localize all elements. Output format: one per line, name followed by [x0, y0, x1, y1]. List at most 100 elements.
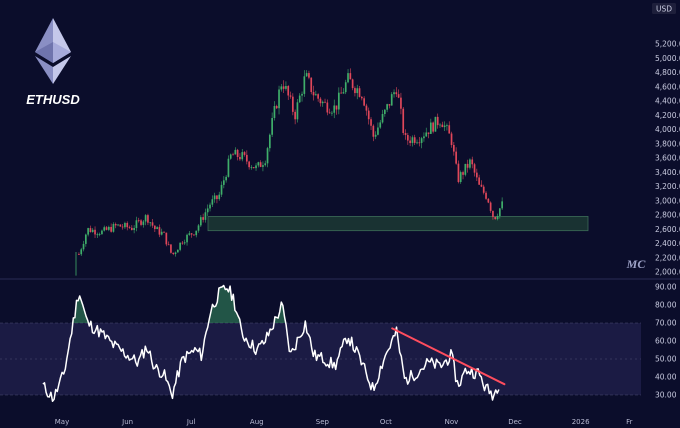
- x-tick-label: Aug: [250, 418, 264, 426]
- candle-body: [117, 224, 119, 226]
- rsi-line: [42, 284, 500, 403]
- candle-body: [186, 234, 188, 243]
- candle-body: [333, 105, 336, 113]
- candle-body: [388, 104, 391, 106]
- candle-body: [163, 231, 165, 233]
- candle-body: [471, 159, 474, 165]
- rsi-tick-label: 40.00: [655, 373, 677, 382]
- candle-body: [190, 233, 193, 235]
- candle-body: [107, 226, 110, 230]
- x-tick-label: Dec: [508, 418, 522, 426]
- candle-body: [406, 135, 409, 141]
- candle-body: [372, 125, 375, 137]
- candle-body: [199, 217, 202, 226]
- candle-body: [310, 77, 313, 93]
- candle-body: [170, 244, 172, 253]
- candle-body: [457, 163, 460, 182]
- candle-body: [128, 227, 131, 228]
- price-tick-label: 4,000.00: [655, 125, 680, 134]
- candle-body: [298, 95, 301, 103]
- candle-body: [321, 101, 324, 104]
- candle-body: [264, 163, 267, 166]
- candle-body: [158, 227, 161, 235]
- candle-body: [243, 152, 246, 155]
- candle-body: [386, 104, 388, 110]
- candle-body: [436, 116, 439, 126]
- price-tick-label: 3,400.00: [655, 168, 680, 177]
- candle-body: [257, 162, 260, 166]
- price-tick-label: 2,800.00: [655, 211, 680, 220]
- candle-body: [285, 86, 287, 89]
- candle-body: [105, 227, 108, 230]
- candle-body: [101, 230, 103, 235]
- candle-body: [176, 249, 179, 253]
- x-tick-label: Sep: [316, 418, 330, 426]
- candle-body: [337, 92, 340, 110]
- candle-body: [496, 216, 499, 220]
- candle-body: [137, 220, 140, 222]
- candle-body: [84, 234, 87, 244]
- candle-body: [130, 227, 133, 231]
- candle-body: [351, 79, 354, 89]
- x-tick-label: Jun: [121, 418, 133, 426]
- candle-body: [374, 134, 377, 137]
- candle-body: [87, 228, 89, 235]
- price-tick-label: 2,200.00: [655, 253, 680, 262]
- candle-body: [416, 142, 418, 144]
- candle-body: [98, 234, 101, 235]
- candle-body: [193, 234, 195, 236]
- candle-body: [167, 244, 170, 246]
- price-tick-label: 2,400.00: [655, 239, 680, 248]
- candle-body: [204, 212, 207, 220]
- symbol-label: ETHUSD: [26, 92, 80, 107]
- candle-body: [241, 152, 244, 160]
- x-tick-label: Oct: [380, 418, 392, 426]
- candle-body: [103, 227, 106, 231]
- candle-body: [480, 184, 483, 187]
- candle-body: [252, 167, 255, 169]
- rsi-panel: [0, 284, 641, 403]
- candle-body: [420, 138, 423, 143]
- candle-body: [248, 161, 250, 168]
- candle-body: [280, 86, 283, 90]
- candle-body: [140, 220, 142, 225]
- candle-body: [142, 221, 145, 225]
- candle-body: [89, 228, 92, 233]
- candle-body: [455, 151, 457, 164]
- price-tick-label: 3,200.00: [655, 182, 680, 191]
- x-tick-label: May: [55, 418, 69, 426]
- rsi-tick-label: 30.00: [655, 391, 677, 400]
- x-tick-label: Fr: [626, 418, 633, 426]
- candle-body: [245, 154, 248, 162]
- candle-body: [335, 105, 338, 110]
- candle-body: [340, 92, 342, 94]
- candle-body: [80, 249, 83, 255]
- candle-body: [133, 228, 135, 231]
- price-panel: [75, 68, 589, 276]
- price-tick-label: 2,000.00: [655, 268, 680, 277]
- rsi-tick-label: 50.00: [655, 355, 677, 364]
- support-zone: [207, 216, 589, 232]
- candle-body: [183, 242, 186, 244]
- price-tick-label: 3,000.00: [655, 196, 680, 205]
- candle-body: [429, 122, 432, 134]
- candle-body: [124, 222, 126, 228]
- price-tick-label: 4,400.00: [655, 97, 680, 106]
- candle-body: [356, 88, 359, 94]
- rsi-tick-label: 60.00: [655, 337, 677, 346]
- candle-body: [432, 122, 434, 132]
- candle-body: [319, 98, 322, 104]
- candle-body: [377, 127, 379, 135]
- candle-body: [213, 195, 216, 200]
- candle-body: [236, 149, 239, 158]
- candle-body: [216, 195, 218, 200]
- candle-body: [331, 112, 333, 114]
- x-tick-label: 2026: [572, 418, 590, 426]
- candle-body: [425, 132, 428, 137]
- candle-body: [489, 202, 492, 211]
- candle-body: [370, 119, 372, 126]
- x-tick-label: Nov: [445, 418, 459, 426]
- candle-body: [289, 95, 292, 97]
- candle-body: [296, 102, 299, 120]
- candle-body: [464, 163, 467, 175]
